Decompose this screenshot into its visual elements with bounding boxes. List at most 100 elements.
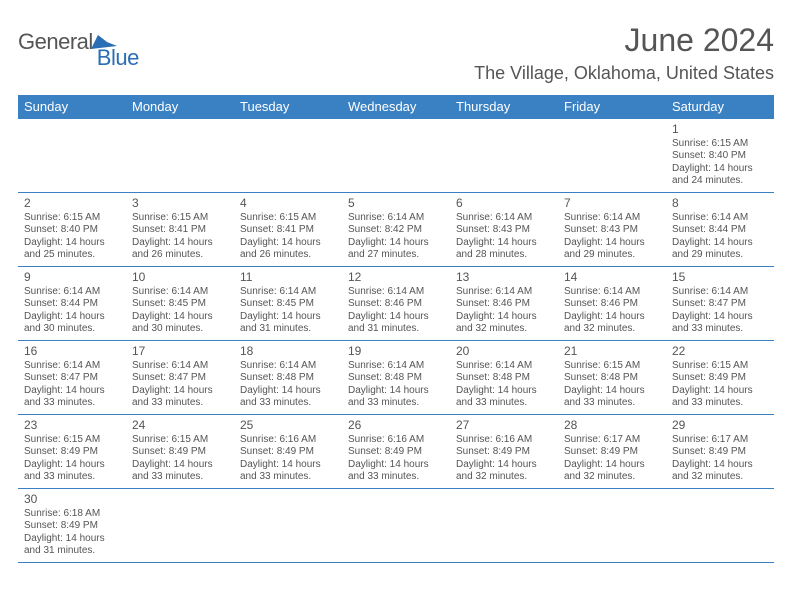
day-number: 25 [240,418,336,433]
day-number: 6 [456,196,552,211]
daylight-text: Daylight: 14 hours and 33 minutes. [132,385,228,410]
calendar-day: 15Sunrise: 6:14 AMSunset: 8:47 PMDayligh… [666,267,774,340]
day-number: 12 [348,270,444,285]
logo-text-general: General [18,28,93,56]
day-number: 7 [564,196,660,211]
sunrise-text: Sunrise: 6:14 AM [132,286,228,299]
sunrise-text: Sunrise: 6:14 AM [348,286,444,299]
calendar-day: 5Sunrise: 6:14 AMSunset: 8:42 PMDaylight… [342,193,450,266]
sunset-text: Sunset: 8:41 PM [132,224,228,237]
header: General Blue June 2024 The Village, Okla… [18,20,774,85]
sunset-text: Sunset: 8:45 PM [132,298,228,311]
calendar-day-empty [558,489,666,562]
day-number: 3 [132,196,228,211]
sunrise-text: Sunrise: 6:14 AM [132,360,228,373]
sunset-text: Sunset: 8:48 PM [564,372,660,385]
sunrise-text: Sunrise: 6:15 AM [672,138,768,151]
daylight-text: Daylight: 14 hours and 33 minutes. [564,385,660,410]
calendar-day: 18Sunrise: 6:14 AMSunset: 8:48 PMDayligh… [234,341,342,414]
sunset-text: Sunset: 8:42 PM [348,224,444,237]
calendar-day: 19Sunrise: 6:14 AMSunset: 8:48 PMDayligh… [342,341,450,414]
day-number: 8 [672,196,768,211]
day-number: 24 [132,418,228,433]
sunset-text: Sunset: 8:48 PM [348,372,444,385]
calendar-day-empty [450,119,558,192]
calendar-day: 13Sunrise: 6:14 AMSunset: 8:46 PMDayligh… [450,267,558,340]
logo-text-blue: Blue [97,44,139,72]
sunset-text: Sunset: 8:49 PM [240,446,336,459]
sunset-text: Sunset: 8:47 PM [132,372,228,385]
sunrise-text: Sunrise: 6:18 AM [24,508,120,521]
calendar-day: 20Sunrise: 6:14 AMSunset: 8:48 PMDayligh… [450,341,558,414]
daylight-text: Daylight: 14 hours and 33 minutes. [348,459,444,484]
daylight-text: Daylight: 14 hours and 27 minutes. [348,237,444,262]
sunrise-text: Sunrise: 6:14 AM [348,212,444,225]
sunset-text: Sunset: 8:49 PM [456,446,552,459]
day-number: 13 [456,270,552,285]
daylight-text: Daylight: 14 hours and 33 minutes. [24,385,120,410]
sunrise-text: Sunrise: 6:15 AM [132,212,228,225]
calendar-day: 7Sunrise: 6:14 AMSunset: 8:43 PMDaylight… [558,193,666,266]
calendar-day: 27Sunrise: 6:16 AMSunset: 8:49 PMDayligh… [450,415,558,488]
calendar-day: 6Sunrise: 6:14 AMSunset: 8:43 PMDaylight… [450,193,558,266]
location-subtitle: The Village, Oklahoma, United States [474,62,774,85]
calendar-day: 25Sunrise: 6:16 AMSunset: 8:49 PMDayligh… [234,415,342,488]
calendar-day: 4Sunrise: 6:15 AMSunset: 8:41 PMDaylight… [234,193,342,266]
day-number: 2 [24,196,120,211]
daylight-text: Daylight: 14 hours and 32 minutes. [456,311,552,336]
day-number: 11 [240,270,336,285]
day-header: Friday [558,95,666,119]
day-number: 10 [132,270,228,285]
calendar-day: 2Sunrise: 6:15 AMSunset: 8:40 PMDaylight… [18,193,126,266]
sunset-text: Sunset: 8:47 PM [672,298,768,311]
daylight-text: Daylight: 14 hours and 32 minutes. [456,459,552,484]
day-number: 16 [24,344,120,359]
sunrise-text: Sunrise: 6:14 AM [672,212,768,225]
day-number: 14 [564,270,660,285]
sunset-text: Sunset: 8:46 PM [456,298,552,311]
sunset-text: Sunset: 8:48 PM [240,372,336,385]
sunrise-text: Sunrise: 6:15 AM [672,360,768,373]
day-number: 22 [672,344,768,359]
day-header: Tuesday [234,95,342,119]
day-number: 5 [348,196,444,211]
sunset-text: Sunset: 8:40 PM [24,224,120,237]
daylight-text: Daylight: 14 hours and 28 minutes. [456,237,552,262]
daylight-text: Daylight: 14 hours and 33 minutes. [240,459,336,484]
day-number: 30 [24,492,120,507]
sunrise-text: Sunrise: 6:14 AM [564,212,660,225]
daylight-text: Daylight: 14 hours and 32 minutes. [564,459,660,484]
daylight-text: Daylight: 14 hours and 32 minutes. [564,311,660,336]
daylight-text: Daylight: 14 hours and 26 minutes. [132,237,228,262]
calendar-week: 23Sunrise: 6:15 AMSunset: 8:49 PMDayligh… [18,415,774,489]
sunset-text: Sunset: 8:47 PM [24,372,120,385]
calendar-day: 30Sunrise: 6:18 AMSunset: 8:49 PMDayligh… [18,489,126,562]
page-title: June 2024 [474,20,774,60]
logo: General Blue [18,28,139,72]
calendar-day-empty [234,489,342,562]
calendar-day: 29Sunrise: 6:17 AMSunset: 8:49 PMDayligh… [666,415,774,488]
sunset-text: Sunset: 8:43 PM [564,224,660,237]
sunrise-text: Sunrise: 6:14 AM [24,360,120,373]
sunrise-text: Sunrise: 6:15 AM [132,434,228,447]
calendar-week: 16Sunrise: 6:14 AMSunset: 8:47 PMDayligh… [18,341,774,415]
calendar-day: 22Sunrise: 6:15 AMSunset: 8:49 PMDayligh… [666,341,774,414]
calendar-day: 1Sunrise: 6:15 AMSunset: 8:40 PMDaylight… [666,119,774,192]
sunrise-text: Sunrise: 6:14 AM [456,212,552,225]
sunset-text: Sunset: 8:49 PM [24,446,120,459]
sunset-text: Sunset: 8:46 PM [348,298,444,311]
sunrise-text: Sunrise: 6:15 AM [24,212,120,225]
sunset-text: Sunset: 8:43 PM [456,224,552,237]
daylight-text: Daylight: 14 hours and 33 minutes. [24,459,120,484]
calendar-week: 30Sunrise: 6:18 AMSunset: 8:49 PMDayligh… [18,489,774,563]
daylight-text: Daylight: 14 hours and 29 minutes. [672,237,768,262]
calendar-week: 9Sunrise: 6:14 AMSunset: 8:44 PMDaylight… [18,267,774,341]
day-number: 19 [348,344,444,359]
calendar-day: 3Sunrise: 6:15 AMSunset: 8:41 PMDaylight… [126,193,234,266]
sunset-text: Sunset: 8:48 PM [456,372,552,385]
day-header: Monday [126,95,234,119]
calendar-day: 17Sunrise: 6:14 AMSunset: 8:47 PMDayligh… [126,341,234,414]
day-number: 20 [456,344,552,359]
day-number: 4 [240,196,336,211]
calendar-day: 8Sunrise: 6:14 AMSunset: 8:44 PMDaylight… [666,193,774,266]
